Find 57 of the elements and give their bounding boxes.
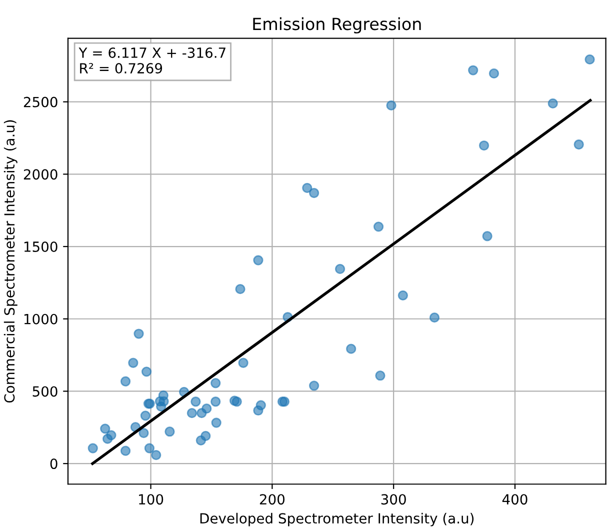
point bbox=[141, 366, 152, 377]
y-tick-label: 1000 bbox=[24, 314, 58, 324]
point bbox=[186, 408, 198, 418]
point bbox=[106, 430, 116, 440]
point bbox=[190, 396, 201, 407]
chart-title: Emission Regression bbox=[253, 17, 421, 34]
y-tick-label: 2000 bbox=[24, 169, 58, 180]
point bbox=[210, 378, 221, 388]
point bbox=[211, 418, 222, 428]
point bbox=[548, 98, 558, 109]
point bbox=[468, 65, 478, 76]
point bbox=[253, 255, 264, 266]
x-tick-label: 200 bbox=[260, 494, 285, 505]
point bbox=[138, 428, 149, 438]
x-tick-label: 400 bbox=[502, 494, 528, 505]
point bbox=[120, 446, 131, 456]
point bbox=[202, 404, 212, 414]
point bbox=[584, 54, 595, 65]
y-tick-label: 500 bbox=[32, 386, 58, 397]
point bbox=[164, 426, 175, 437]
point bbox=[100, 424, 110, 434]
point bbox=[238, 358, 248, 368]
point bbox=[200, 430, 211, 442]
point bbox=[429, 312, 440, 323]
point bbox=[574, 139, 584, 150]
point bbox=[144, 443, 155, 454]
point bbox=[386, 100, 396, 111]
point bbox=[210, 396, 221, 407]
point bbox=[375, 370, 386, 381]
y-axis-title: Commercial Spectrometer Intensity (a.u) bbox=[4, 120, 18, 403]
x-tick-label: 100 bbox=[139, 494, 164, 505]
point bbox=[158, 396, 169, 406]
point bbox=[302, 182, 312, 194]
point bbox=[373, 222, 384, 232]
point bbox=[140, 410, 151, 421]
point bbox=[308, 188, 320, 198]
point bbox=[232, 396, 242, 407]
point bbox=[134, 328, 144, 339]
point bbox=[482, 231, 492, 242]
x-axis-title: Developed Spectrometer Intensity (a.u) bbox=[200, 512, 474, 526]
point bbox=[128, 358, 138, 368]
y-tick-label: 1500 bbox=[24, 241, 58, 252]
annotation: Y = 6.117 X + -316.7 R² = 0.7269 bbox=[78, 47, 226, 74]
point bbox=[235, 284, 246, 294]
point bbox=[346, 344, 356, 354]
point bbox=[151, 450, 162, 460]
y-tick-label: 2500 bbox=[24, 96, 58, 108]
point bbox=[478, 140, 490, 151]
point bbox=[88, 443, 98, 454]
point bbox=[308, 380, 320, 391]
point bbox=[256, 400, 266, 410]
y-tick-label: 0 bbox=[50, 458, 58, 470]
point bbox=[488, 68, 500, 79]
point bbox=[398, 290, 408, 301]
x-tick-label: 300 bbox=[381, 494, 406, 505]
point bbox=[120, 376, 131, 386]
point bbox=[334, 264, 346, 274]
